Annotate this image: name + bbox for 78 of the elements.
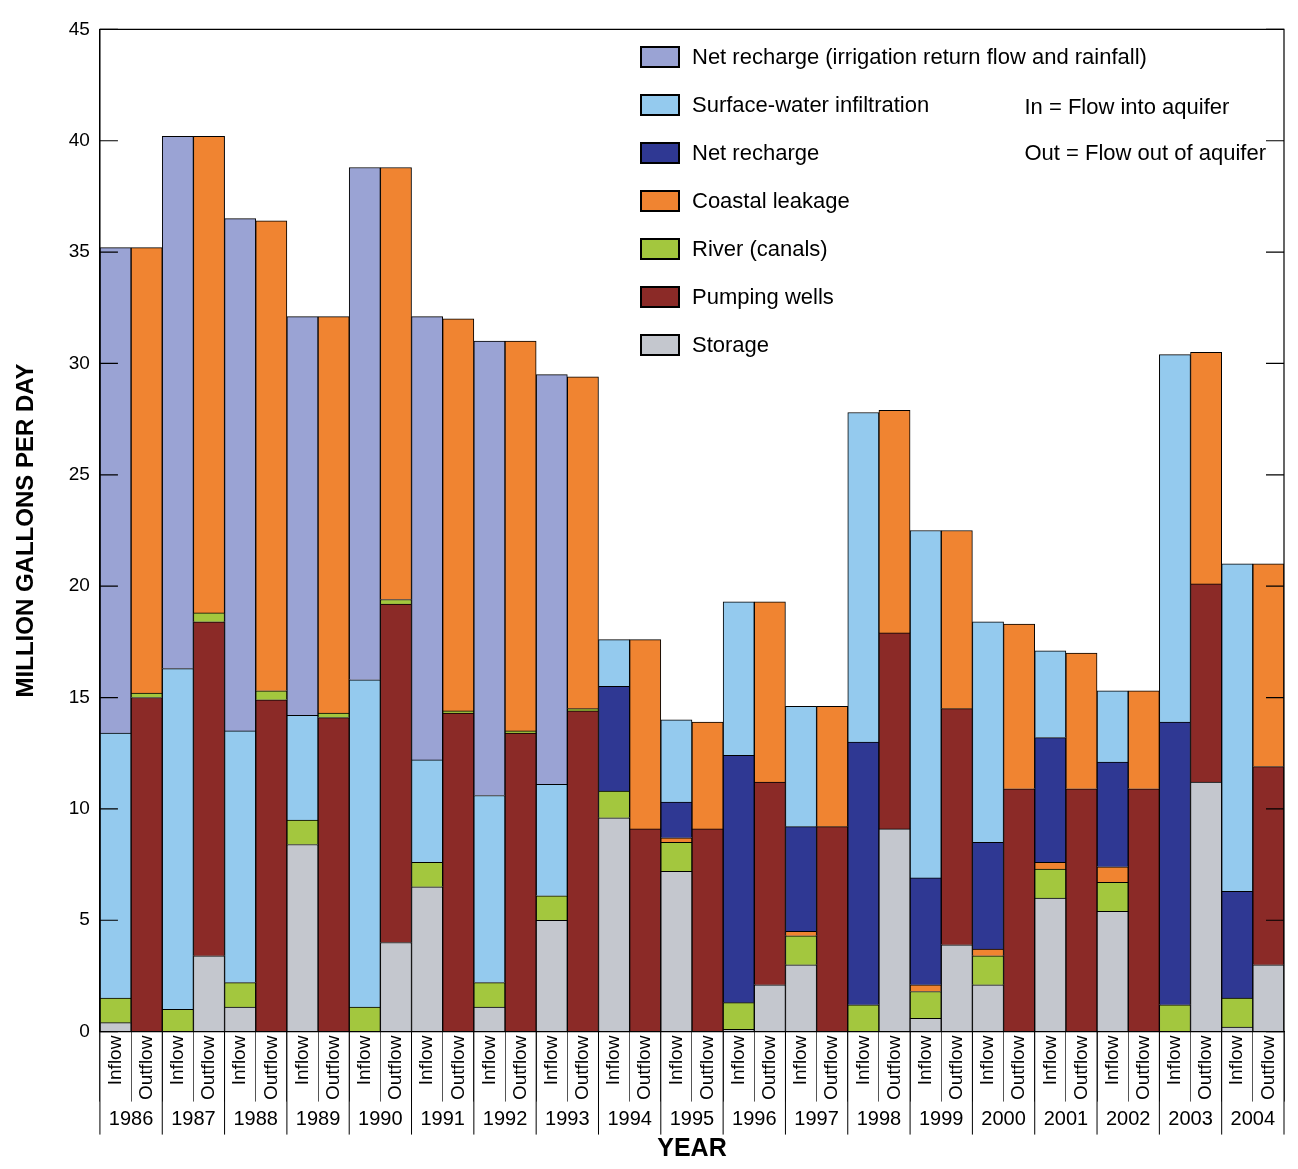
y-tick-label: 10: [68, 797, 90, 819]
x-tick-label: Outflow: [882, 1035, 904, 1101]
annotation: Out = Flow out of aquifer: [1024, 140, 1266, 166]
x-tick-label: Outflow: [384, 1035, 406, 1101]
x-tick-label: Inflow: [103, 1035, 125, 1086]
x-tick-label: Outflow: [1194, 1035, 1216, 1101]
x-tick-label: Outflow: [571, 1035, 593, 1101]
text: 1987: [171, 1107, 216, 1130]
x-axis-title: YEAR: [657, 1132, 727, 1161]
x-tick-label: Outflow: [1256, 1035, 1278, 1101]
x-tick-label: Outflow: [321, 1035, 343, 1101]
legend-label: Net recharge (irrigation return flow and rainfall): [692, 44, 1147, 70]
text: 1997: [794, 1107, 839, 1130]
legend-label: Coastal leakage: [692, 188, 850, 214]
x-tick-label: Inflow: [726, 1035, 748, 1086]
x-tick-label: Inflow: [913, 1035, 935, 1086]
y-tick-label: 30: [68, 351, 90, 373]
text: 1986: [108, 1107, 154, 1130]
text: 1994: [607, 1107, 652, 1130]
legend-label: Storage: [692, 332, 770, 358]
x-tick-label: Outflow: [1007, 1035, 1029, 1101]
y-tick-label: 15: [68, 685, 90, 707]
text: 2000: [981, 1107, 1026, 1130]
x-tick-label: Outflow: [259, 1035, 281, 1101]
x-tick-label: Inflow: [1225, 1035, 1247, 1086]
text: 1996: [732, 1107, 777, 1130]
x-tick-label: Inflow: [539, 1035, 561, 1086]
x-tick-label: Outflow: [1132, 1035, 1154, 1101]
legend-label: Surface-water infiltration: [692, 92, 930, 118]
text: 1999: [918, 1107, 964, 1130]
y-tick-label: 20: [68, 574, 90, 596]
x-tick-label: Inflow: [228, 1035, 250, 1086]
x-tick-label: Inflow: [1038, 1035, 1060, 1086]
y-tick-label: 40: [68, 128, 90, 150]
y-tick-label: 25: [68, 463, 90, 485]
x-tick-label: Inflow: [789, 1035, 811, 1086]
x-tick-label: Outflow: [820, 1035, 842, 1101]
x-tick-label: Outflow: [695, 1035, 717, 1101]
x-tick-label: Inflow: [290, 1035, 312, 1086]
x-tick-label: Inflow: [353, 1035, 375, 1086]
text: 2004: [1230, 1107, 1276, 1130]
x-tick-label: Inflow: [1163, 1035, 1185, 1086]
text: 1991: [420, 1107, 465, 1130]
y-tick-label: 0: [79, 1019, 90, 1041]
x-tick-label: Inflow: [602, 1035, 624, 1086]
text: 1990: [358, 1107, 403, 1130]
x-tick-label: Inflow: [166, 1035, 188, 1086]
x-tick-label: Outflow: [758, 1035, 780, 1101]
y-tick-label: 45: [68, 17, 90, 39]
text: 2001: [1043, 1107, 1089, 1130]
x-tick-label: Outflow: [1069, 1035, 1091, 1101]
text: 1993: [545, 1107, 590, 1130]
text: 1992: [482, 1107, 528, 1130]
x-tick-label: Outflow: [508, 1035, 530, 1101]
x-tick-label: Inflow: [1100, 1035, 1122, 1086]
text: 2002: [1105, 1107, 1151, 1130]
text: 1998: [856, 1107, 902, 1130]
text: 1995: [669, 1107, 715, 1130]
y-tick-label: 35: [68, 240, 90, 262]
x-tick-label: Outflow: [446, 1035, 468, 1101]
annotation: In = Flow into aquifer: [1024, 94, 1231, 120]
x-tick-label: Outflow: [945, 1035, 967, 1101]
text: 1989: [295, 1107, 341, 1130]
legend-label: Pumping wells: [692, 284, 834, 310]
legend-label: Net recharge: [692, 140, 820, 166]
legend-label: River (canals): [692, 236, 828, 262]
x-tick-label: Outflow: [134, 1035, 156, 1101]
x-tick-label: Inflow: [976, 1035, 998, 1086]
x-tick-label: Inflow: [415, 1035, 437, 1086]
x-tick-label: Inflow: [477, 1035, 499, 1086]
x-tick-label: Outflow: [633, 1035, 655, 1101]
x-tick-label: Inflow: [664, 1035, 686, 1086]
text: 1988: [233, 1107, 278, 1130]
y-axis-title: MILLION GALLONS PER DAY: [11, 363, 39, 698]
x-tick-label: Inflow: [851, 1035, 873, 1086]
y-tick-label: 5: [79, 908, 90, 930]
x-tick-label: Outflow: [197, 1035, 219, 1101]
text: 2003: [1168, 1107, 1213, 1130]
